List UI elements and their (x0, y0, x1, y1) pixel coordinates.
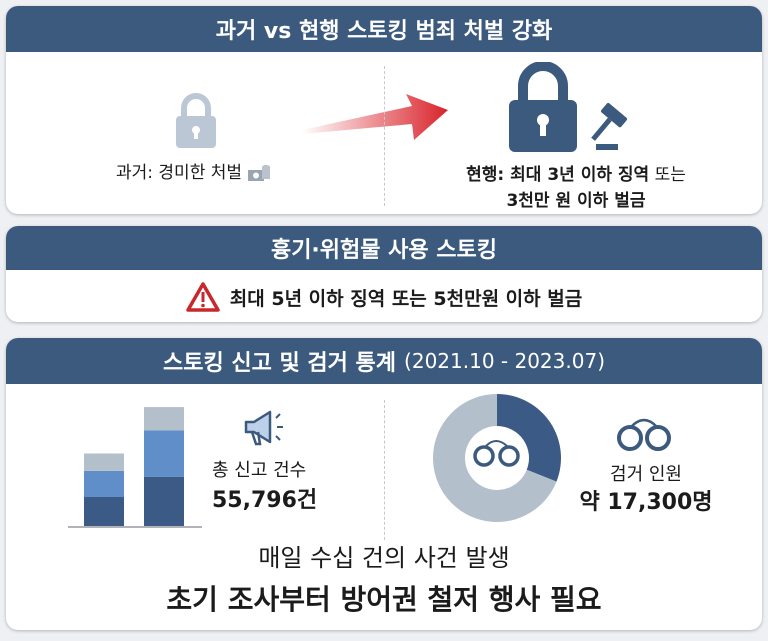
handcuffs-icon-large (617, 418, 671, 451)
past-penalty-label: 과거: 경미한 처벌 (116, 158, 271, 184)
divider (384, 66, 385, 206)
statistics-panel: 스토킹 신고 및 검거 통계 (2021.10 - 2023.07) 총 신고 건… (6, 338, 762, 630)
penalty-comparison-panel: 과거 vs 현행 스토킹 범죄 처벌 강화 과거: 경미한 처벌 현행: 최대 … (6, 6, 762, 214)
bar-segment (84, 497, 124, 526)
weapon-stalking-panel: 흉기·위험물 사용 스토킹 최대 5년 이하 징역 또는 5천만원 이하 벌금 (6, 226, 762, 322)
weapon-penalty-text: 최대 5년 이하 징역 또는 5천만원 이하 벌금 (6, 282, 762, 312)
megaphone-icon (244, 410, 283, 446)
bar-segment (144, 476, 184, 526)
bar-segment (144, 430, 184, 477)
arrests-value: 약 17,300명 (579, 490, 713, 515)
donut-slice (433, 394, 557, 522)
bar-segment (84, 470, 124, 497)
handcuffs-icon (473, 440, 520, 467)
panel-header: 흉기·위험물 사용 스토킹 (6, 226, 762, 270)
panel-header: 스토킹 신고 및 검거 통계 (2021.10 - 2023.07) (6, 338, 762, 384)
footer-line-2: 초기 조사부터 방어권 철저 행사 필요 (166, 583, 602, 616)
lock-icon-faded (176, 93, 216, 148)
panel-title: 흉기·위험물 사용 스토킹 (270, 238, 498, 263)
arrow-right-icon (302, 94, 448, 140)
panel-title: 과거 vs 현행 스토킹 범죄 처벌 강화 (215, 19, 553, 44)
bar-segment (84, 453, 124, 471)
reports-value: 55,796건 (212, 488, 318, 513)
footer-line-1: 매일 수십 건의 사건 발생 (258, 544, 510, 572)
reports-label: 총 신고 건수 (212, 460, 307, 481)
bar-segment (144, 407, 184, 431)
divider (384, 400, 385, 540)
period-label: (2021.10 - 2023.07) (404, 349, 605, 373)
money-icon (248, 165, 271, 181)
panel-header: 과거 vs 현행 스토킹 범죄 처벌 강화 (6, 6, 762, 52)
arrests-label: 검거 인원 (610, 464, 682, 485)
current-penalty-text: 현행: 최대 3년 이하 징역 또는 3천만 원 이하 벌금 (466, 165, 686, 211)
reports-bar-chart (68, 407, 202, 528)
arrests-donut-chart (433, 394, 561, 522)
gavel-icon (591, 102, 628, 150)
warning-icon (186, 282, 220, 312)
lock-icon (509, 62, 577, 152)
panel-title: 스토킹 신고 및 검거 통계 (163, 351, 397, 376)
donut-slice (497, 394, 561, 482)
